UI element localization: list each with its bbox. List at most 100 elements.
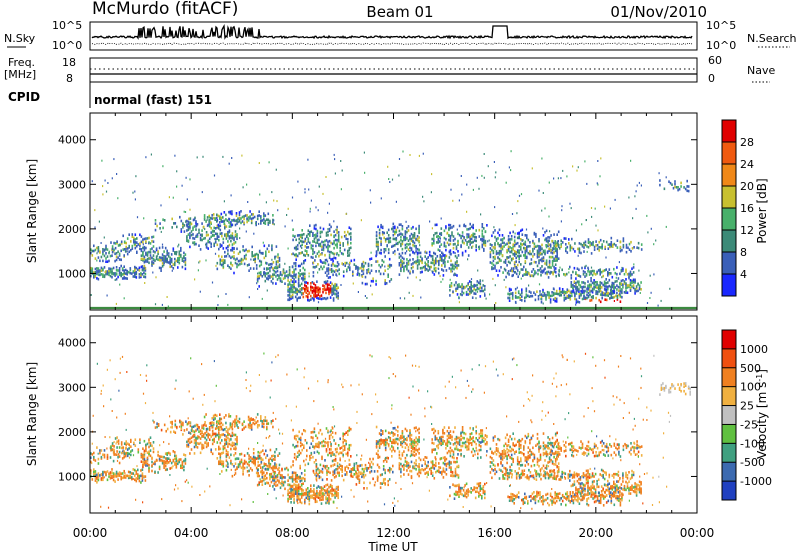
- velocity-cell: [288, 487, 291, 491]
- power-cell: [186, 223, 188, 226]
- power-cell: [266, 247, 269, 251]
- velocity-cell: [336, 450, 338, 454]
- velocity-cell: [193, 441, 196, 445]
- power-cell: [300, 277, 303, 280]
- power-cell: [625, 243, 628, 247]
- velocity-cell: [299, 444, 302, 448]
- power-cell: [495, 239, 498, 242]
- power-cell: [249, 210, 251, 213]
- velocity-cell: [296, 492, 298, 495]
- power-cell: [438, 262, 440, 265]
- velocity-cell: [348, 458, 351, 462]
- velocity-cell: [312, 436, 314, 440]
- power-cell: [445, 245, 447, 248]
- power-cell: [224, 261, 226, 264]
- power-cell: [552, 272, 554, 276]
- velocity-cell: [132, 472, 135, 475]
- power-cell: [451, 265, 454, 268]
- power-cell: [535, 261, 537, 264]
- velocity-cell: [233, 453, 235, 457]
- velocity-cell: [166, 457, 168, 460]
- power-cell: [327, 228, 329, 230]
- power-cell: [348, 263, 351, 266]
- velocity-cell: [250, 418, 253, 421]
- power-cell: [212, 216, 215, 220]
- power-cell: [456, 293, 459, 296]
- power-cell: [513, 235, 516, 239]
- power-cell: [458, 224, 461, 228]
- power-cell: [294, 291, 297, 294]
- power-cell: [572, 286, 574, 290]
- power-cell: [527, 238, 530, 242]
- power-cell: [334, 252, 336, 255]
- power-cell: [501, 247, 504, 251]
- velocity-cell: [183, 429, 186, 432]
- power-cell: [291, 219, 293, 222]
- power-cell: [217, 304, 219, 306]
- power-cell: [453, 283, 456, 287]
- power-cell: [406, 226, 408, 230]
- power-cell: [553, 233, 555, 236]
- power-cell: [139, 247, 141, 251]
- power-cell: [273, 219, 275, 222]
- velocity-cell: [361, 475, 363, 479]
- power-cell: [563, 273, 565, 276]
- power-cell: [430, 265, 432, 269]
- power-cell: [187, 228, 190, 232]
- power-cell: [433, 267, 436, 270]
- velocity-cell: [316, 450, 319, 454]
- power-cell: [404, 243, 407, 247]
- velocity-cell: [117, 453, 120, 456]
- power-cell: [603, 287, 606, 291]
- velocity-cell: [118, 471, 121, 474]
- velocity-cell: [252, 461, 255, 465]
- power-cell: [185, 220, 187, 223]
- velocity-cell: [100, 449, 103, 452]
- power-cell: [619, 289, 622, 292]
- velocity-cell: [186, 440, 188, 444]
- velocity-cell: [148, 453, 150, 457]
- power-cell: [337, 286, 339, 289]
- velocity-cell: [193, 433, 196, 437]
- power-cell: [308, 188, 310, 191]
- power-cell: [516, 296, 518, 299]
- power-cell: [596, 292, 599, 296]
- velocity-cell: [143, 475, 145, 478]
- velocity-cell: [313, 492, 315, 495]
- velocity-cell: [347, 466, 350, 470]
- power-cell: [401, 227, 404, 231]
- power-cell: [316, 296, 318, 300]
- power-cell: [199, 236, 202, 240]
- power-colorbar-tick-label: 20: [740, 180, 754, 193]
- power-cell: [339, 246, 341, 250]
- power-cell: [461, 293, 463, 297]
- power-cell: [574, 294, 576, 298]
- power-cell: [395, 237, 398, 240]
- power-cell: [605, 268, 607, 271]
- power-cell: [410, 227, 413, 230]
- power-cell: [304, 275, 306, 278]
- power-cell: [320, 260, 322, 263]
- power-cell: [397, 234, 399, 237]
- power-cell: [224, 250, 226, 254]
- velocity-cell: [163, 461, 165, 465]
- power-cell: [238, 211, 241, 214]
- power-cell: [458, 296, 460, 299]
- power-cell: [269, 221, 271, 224]
- power-cell: [255, 252, 258, 256]
- power-cell: [260, 263, 263, 266]
- power-cell: [498, 249, 501, 253]
- velocity-cell: [314, 495, 317, 499]
- power-cell: [156, 255, 158, 257]
- power-cell: [322, 192, 324, 195]
- velocity-cell: [211, 438, 214, 442]
- power-cell: [291, 288, 294, 292]
- power-cell: [305, 281, 308, 284]
- velocity-cell: [332, 493, 335, 497]
- power-cell: [649, 274, 651, 277]
- power-cell: [348, 226, 351, 229]
- power-cell: [148, 242, 150, 245]
- power-cell: [206, 216, 209, 219]
- power-cell: [122, 234, 124, 238]
- power-cell: [142, 257, 144, 261]
